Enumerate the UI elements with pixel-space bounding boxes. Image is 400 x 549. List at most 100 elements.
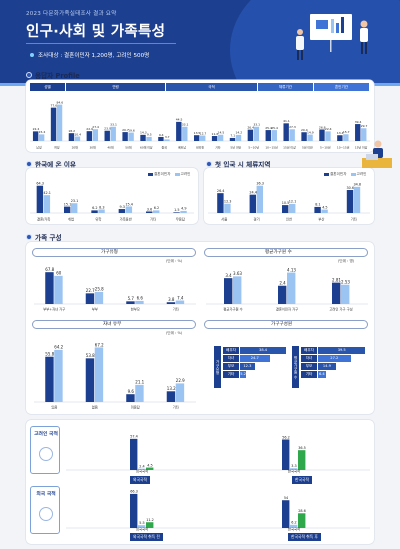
bar <box>332 282 341 304</box>
legend-item-0: 결혼이민자 <box>148 172 171 177</box>
data-label: 26.8 <box>319 125 326 129</box>
data-label: 26.4 <box>247 125 254 129</box>
tick-label: 50대 <box>125 145 132 150</box>
tick-label: 기타 <box>215 145 221 150</box>
data-label: 7.4 <box>177 295 184 300</box>
table-row: 배우자 39.5 <box>301 346 366 354</box>
bar <box>74 136 81 141</box>
bar <box>32 131 39 141</box>
legend-label: 고려인 <box>180 172 191 176</box>
bar <box>91 210 98 213</box>
bar <box>38 134 45 141</box>
tick-label: 미응답 <box>131 405 140 410</box>
header-banner: 2023 다문화가족실태조사 결과 요약 인구·사회 및 가족특성 조사대상 :… <box>0 0 400 86</box>
data-label: 33.1 <box>253 123 260 127</box>
bar <box>45 356 54 402</box>
data-label: 77.6 <box>50 103 57 107</box>
tick-label: 5~10년 <box>320 145 331 150</box>
data-label: 22.7 <box>86 288 95 293</box>
data-label: 54 <box>284 496 288 500</box>
data-label: 24.4 <box>249 190 257 194</box>
bar <box>110 126 116 141</box>
bar <box>265 130 271 141</box>
tick-label: 인천 <box>286 217 292 222</box>
bar <box>104 130 110 141</box>
data-label: 14.9 <box>307 130 314 134</box>
page-title: 인구·사회 및 가족특성 <box>26 24 166 40</box>
data-label: 4.5 <box>147 463 152 467</box>
tick-label: 필리핀 <box>196 145 204 150</box>
cat-nationality: 국적 <box>166 83 258 91</box>
legend-label: 고려인 <box>356 172 367 176</box>
row-value: 24.7 <box>240 354 270 362</box>
bar <box>68 133 75 141</box>
tick-label: 10~15년 <box>265 145 278 150</box>
bar <box>217 134 224 141</box>
data-label: 2.81 <box>332 277 341 282</box>
tick-label: 취업 <box>68 217 74 222</box>
data-label: 1.5 <box>174 208 179 212</box>
bar <box>325 131 331 141</box>
data-label: 36.3 <box>256 182 264 186</box>
data-label: 8.3 <box>99 205 104 209</box>
bar <box>98 209 105 213</box>
bar <box>158 136 164 141</box>
data-label: 14.2 <box>235 131 242 135</box>
bar <box>118 209 126 213</box>
bar <box>343 134 349 141</box>
data-label: 22.4 <box>325 127 332 131</box>
reason-card: 결혼이민자 고려인 64.3 42.1 결혼/가족 15.1 23.1 취업 6.2 8.3 유… <box>26 168 198 224</box>
ward-label-korea: 고려인 국적 <box>34 432 58 437</box>
ward-card: 고려인 국적 57.4 2.4 4.5 외국국적 56.2 3.3 36.5 한국국적 외국국… <box>26 420 374 544</box>
data-label: 27.4 <box>92 125 99 129</box>
bar <box>146 467 154 470</box>
row-label: 기타 <box>301 370 317 378</box>
data-label: 66.3 <box>130 490 138 494</box>
data-label: 3.8 <box>168 297 175 302</box>
bar <box>361 128 367 141</box>
tick-label: 중국 <box>162 146 168 150</box>
bar <box>194 135 200 141</box>
data-label: 39.4 <box>355 120 362 124</box>
bar <box>301 132 307 141</box>
data-label: 22.9 <box>86 127 93 131</box>
bar <box>282 500 290 528</box>
tick-label: 외국국적 <box>136 469 148 474</box>
bar <box>314 206 321 213</box>
row-label: 자녀 <box>301 354 317 362</box>
row-value: 5.2 <box>240 370 247 378</box>
data-label: 13.4 <box>337 131 344 135</box>
region-legend: 결혼이민자 고려인 <box>324 172 366 177</box>
data-label: 13.5 <box>194 131 201 135</box>
data-label: 3.3 <box>291 464 296 468</box>
data-label: 23.9 <box>104 127 111 131</box>
tick-label: 한국국적 <box>288 527 300 532</box>
cat-stay: 체류기간 <box>258 83 314 91</box>
bar <box>271 130 277 141</box>
legend-swatch-icon <box>174 172 180 176</box>
detail-table-right: 배우자 39.5 자녀 27.2 부모 14.9 기타 6.4 <box>301 346 366 378</box>
data-label: 22.4 <box>33 127 40 131</box>
tick-label: 경기 <box>254 217 260 222</box>
data-label: 6.2 <box>291 521 296 525</box>
data-label: 8.1 <box>315 203 320 207</box>
bar <box>289 129 295 141</box>
tick-label: 40대 <box>107 145 114 150</box>
data-label: 25.4 <box>271 126 278 130</box>
bar <box>247 129 254 141</box>
data-label: 9.4 <box>159 133 164 137</box>
children-chart: 55.864.2 있음 53.8 67.2 없음 9.621.1 미응답 13.222.9 기타 <box>34 342 196 410</box>
data-label: 84.6 <box>56 100 63 104</box>
data-label: 9.6 <box>128 389 135 394</box>
data-label: 44.5 <box>176 118 183 122</box>
legend-swatch-icon <box>148 172 153 176</box>
data-label: 5.5 <box>139 521 144 525</box>
legend-swatch-icon <box>324 172 329 176</box>
bar <box>278 285 287 304</box>
bar <box>355 124 361 141</box>
table-row: 자녀 24.7 <box>223 354 287 362</box>
ward-tag-3: 한국국적 취득 후 <box>288 533 321 541</box>
bar <box>337 135 343 141</box>
data-label: 11.2 <box>146 518 154 522</box>
